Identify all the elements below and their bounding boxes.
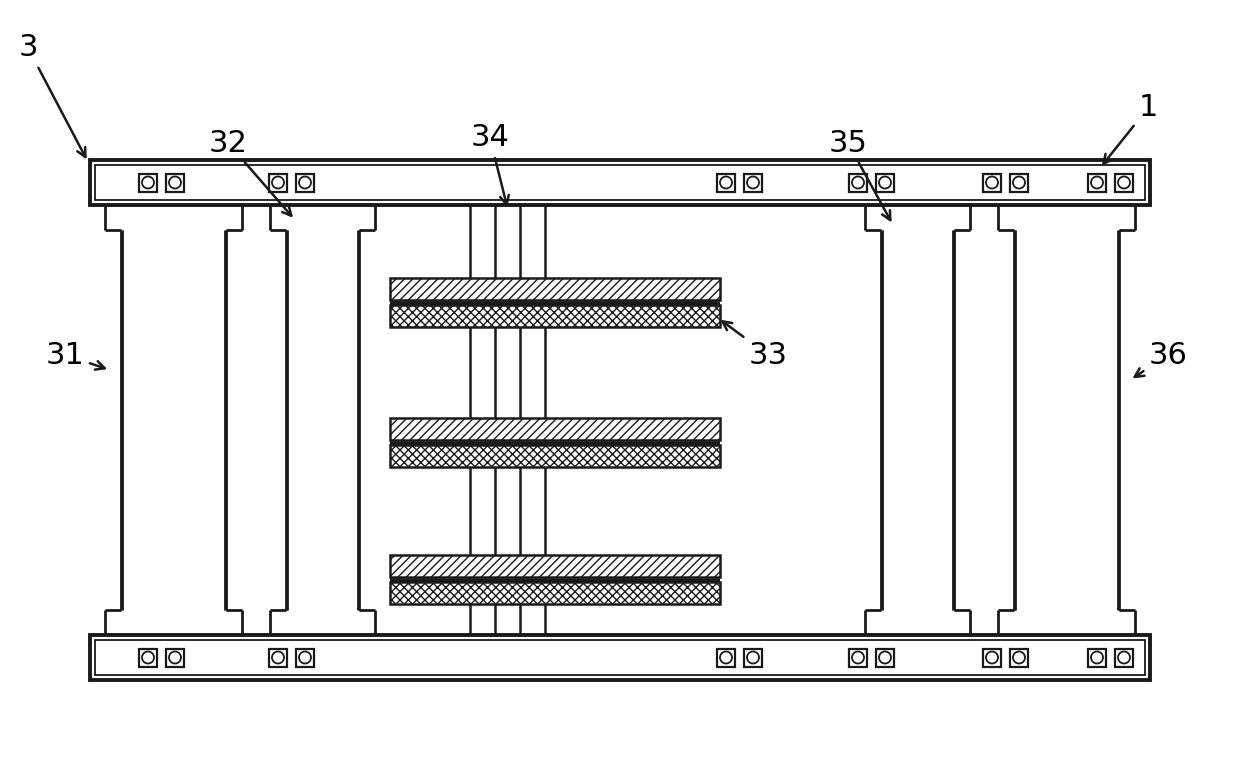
Bar [296,174,314,191]
Bar [1011,174,1028,191]
Text: 34: 34 [470,124,510,205]
Circle shape [879,177,892,188]
Circle shape [1091,177,1104,188]
Bar [391,582,720,604]
Circle shape [852,651,864,663]
Bar [983,648,1001,666]
Circle shape [143,651,154,663]
Bar [849,174,867,191]
Circle shape [986,651,998,663]
Circle shape [746,177,759,188]
Text: 32: 32 [208,128,291,216]
Bar [391,278,720,300]
Bar [95,640,1145,675]
Text: 33: 33 [723,321,787,370]
Circle shape [169,177,181,188]
Bar [91,160,1149,205]
Circle shape [1118,651,1130,663]
Bar [139,174,157,191]
Circle shape [1091,651,1104,663]
Text: 31: 31 [46,341,104,370]
Bar [717,174,735,191]
Bar [875,174,894,191]
Bar [391,555,720,577]
Bar [1011,648,1028,666]
Bar [391,445,720,467]
Bar [269,174,286,191]
Bar [849,648,867,666]
Bar [166,648,184,666]
Bar [95,165,1145,200]
Bar [1087,648,1106,666]
Circle shape [143,177,154,188]
Circle shape [852,177,864,188]
Circle shape [1013,177,1025,188]
Circle shape [986,177,998,188]
Bar [166,174,184,191]
Circle shape [720,177,732,188]
Circle shape [299,651,311,663]
Bar [717,648,735,666]
Text: 36: 36 [1135,341,1188,377]
Bar [983,174,1001,191]
Bar [1115,174,1133,191]
Circle shape [299,177,311,188]
Bar [875,648,894,666]
Circle shape [169,651,181,663]
Circle shape [272,177,284,188]
Bar [1115,648,1133,666]
Circle shape [1013,651,1025,663]
Circle shape [746,651,759,663]
Text: 3: 3 [19,33,86,157]
Circle shape [879,651,892,663]
Text: 35: 35 [828,128,890,220]
Circle shape [720,651,732,663]
Bar [269,648,286,666]
Circle shape [1118,177,1130,188]
Bar [139,648,157,666]
Bar [1087,174,1106,191]
Bar [744,648,763,666]
Bar [296,648,314,666]
Text: 1: 1 [1104,93,1158,164]
Bar [391,418,720,440]
Bar [391,305,720,327]
Circle shape [272,651,284,663]
Bar [91,635,1149,680]
Bar [744,174,763,191]
